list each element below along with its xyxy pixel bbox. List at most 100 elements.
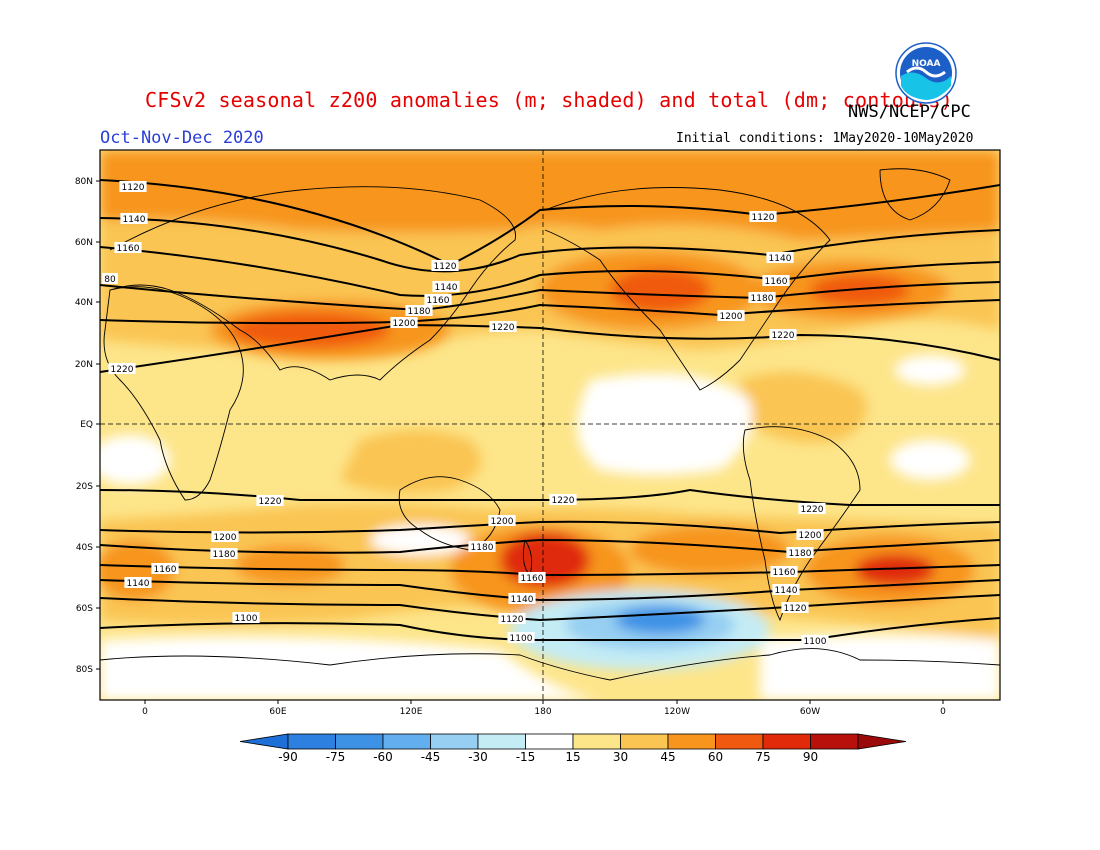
contour-sh-1140 bbox=[100, 579, 1000, 602]
africa-coast bbox=[103, 286, 244, 501]
contour-label-bg bbox=[390, 317, 418, 328]
contour-label-bg bbox=[210, 548, 238, 559]
colorbar-level-label: 90 bbox=[803, 750, 818, 764]
contour-label: 1120 bbox=[752, 213, 775, 223]
colorbar-swatch bbox=[287, 733, 336, 750]
lon-tick-label: 60E bbox=[269, 707, 286, 717]
season-label: Oct-Nov-Dec 2020 bbox=[100, 128, 264, 148]
contour-nh-1120 bbox=[100, 179, 1000, 267]
lon-tick-label: 60W bbox=[800, 707, 820, 717]
contour-label-bg bbox=[424, 294, 452, 305]
noaa-logo-text: NOAA bbox=[912, 59, 941, 69]
colorbar-swatch bbox=[762, 733, 811, 750]
anomaly-sh-high-indian bbox=[235, 545, 345, 585]
colorbar: -90 -75 -60 -45 -30 -15 15 30 45 60 75 90 bbox=[239, 733, 907, 764]
colorbar-level-label: 45 bbox=[660, 750, 675, 764]
lat-tick-label: 40S bbox=[76, 543, 93, 553]
contour-label-bg bbox=[489, 321, 517, 332]
colorbar-level-label: -15 bbox=[516, 750, 536, 764]
lat-axis: 80N 60N 40N 20N EQ 20S 40S 60S 80S bbox=[75, 177, 100, 675]
contour-label: 1220 bbox=[111, 365, 134, 375]
colorbar-swatch bbox=[620, 733, 669, 750]
contour-label: 1160 bbox=[117, 244, 140, 254]
anomaly-nh-high-pacific-core bbox=[610, 268, 710, 312]
anomaly-neutral-africa bbox=[100, 435, 170, 485]
lon-tick-label: 120E bbox=[400, 707, 423, 717]
colorbar-level-label: -45 bbox=[421, 750, 441, 764]
map-gridlines bbox=[100, 150, 1000, 700]
lat-tick-label: 20N bbox=[75, 360, 93, 370]
colorbar-swatch bbox=[525, 733, 574, 750]
anomaly-sh-low-core bbox=[615, 606, 705, 634]
noaa-logo-icon: NOAA bbox=[895, 42, 957, 104]
contour-label: 1200 bbox=[799, 531, 822, 541]
contour-label-bg bbox=[549, 494, 577, 505]
contour-label: 1140 bbox=[769, 254, 792, 264]
contour-label: 1160 bbox=[765, 277, 788, 287]
contour-label-bg bbox=[518, 572, 546, 583]
lat-tick-label: 60N bbox=[75, 238, 93, 248]
contour-label: 1120 bbox=[434, 262, 457, 272]
colorbar-swatch bbox=[335, 733, 384, 750]
colorbar-swatch bbox=[572, 733, 621, 750]
contour-label: 1140 bbox=[123, 215, 146, 225]
colorbar-swatch bbox=[430, 733, 479, 750]
contour-label-bg bbox=[211, 531, 239, 542]
contour-label: 1160 bbox=[427, 296, 450, 306]
contour-label-bg bbox=[781, 602, 809, 613]
colorbar-level-label: 30 bbox=[613, 750, 628, 764]
contour-label: 1220 bbox=[492, 323, 515, 333]
colorbar-swatch bbox=[382, 733, 431, 750]
colorbar-swatch bbox=[715, 733, 764, 750]
lon-axis: 0 60E 120E 180 120W 60W 0 bbox=[142, 700, 946, 717]
colorbar-level-label: 15 bbox=[565, 750, 580, 764]
colorbar-max-arrow bbox=[857, 733, 907, 750]
contour-label-bg bbox=[108, 363, 136, 374]
contour-label: 1120 bbox=[501, 615, 524, 625]
lat-tick-label: 40N bbox=[75, 298, 93, 308]
contour-label: 1220 bbox=[801, 505, 824, 515]
contour-sh-1180 bbox=[100, 538, 1000, 554]
contour-label-bg bbox=[151, 563, 179, 574]
lat-tick-label: 60S bbox=[76, 604, 93, 614]
contour-label: 1220 bbox=[259, 497, 282, 507]
colorbar-swatch bbox=[810, 733, 859, 750]
contour-label: 80 bbox=[104, 275, 116, 285]
contour-sh-1100 bbox=[100, 617, 1000, 642]
colorbar-level-label: -90 bbox=[278, 750, 298, 764]
contour-nh-1220 bbox=[100, 323, 1000, 373]
contour-nh-1160 bbox=[100, 246, 1000, 297]
contour-label-bg bbox=[508, 593, 536, 604]
colorbar-swatch bbox=[477, 733, 526, 750]
initial-conditions-label: Initial conditions: 1May2020-10May2020 bbox=[676, 131, 974, 146]
contour-label: 1160 bbox=[521, 574, 544, 584]
contour-label-bg bbox=[120, 213, 148, 224]
colorbar-swatch bbox=[667, 733, 716, 750]
anomaly-nh-high-core bbox=[230, 312, 390, 348]
contour-label: 1160 bbox=[773, 568, 796, 578]
contour-label-bg bbox=[717, 310, 745, 321]
contour-label: 1140 bbox=[511, 595, 534, 605]
lon-tick-label: 120W bbox=[664, 707, 690, 717]
contour-label-bg bbox=[772, 584, 800, 595]
antarctica-coast bbox=[100, 648, 1000, 681]
colorbar-level-label: -30 bbox=[468, 750, 488, 764]
contour-label: 1100 bbox=[235, 614, 258, 624]
contour-nh-1180 bbox=[100, 281, 1000, 312]
contour-label: 1160 bbox=[154, 565, 177, 575]
anomaly-nh-high-atlantic-core bbox=[810, 274, 910, 306]
contour-label-bg bbox=[232, 612, 260, 623]
contour-sh-1120 bbox=[100, 594, 1000, 622]
contour-label-bg bbox=[405, 305, 433, 316]
contour-label: 1120 bbox=[122, 183, 145, 193]
contour-label-bg bbox=[762, 275, 790, 286]
south-america-coast bbox=[742, 426, 861, 622]
contour-label: 1220 bbox=[552, 496, 575, 506]
contour-label-bg bbox=[498, 613, 526, 624]
contour-label: 1140 bbox=[775, 586, 798, 596]
contour-label-bg bbox=[468, 541, 496, 552]
anomaly-neutral-atlantic bbox=[890, 440, 970, 480]
contour-sh-1200 bbox=[100, 520, 1000, 535]
contour-label: 1140 bbox=[127, 579, 150, 589]
